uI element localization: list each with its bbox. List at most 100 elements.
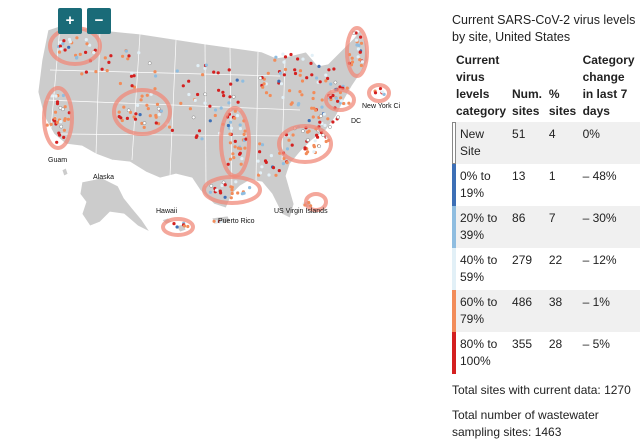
site-dot[interactable] [230,188,234,192]
site-dot[interactable] [314,108,318,112]
site-dot[interactable] [168,125,172,129]
site-dot[interactable] [130,84,134,88]
site-dot[interactable] [281,162,285,166]
site-dot[interactable] [103,56,107,60]
site-dot[interactable] [124,49,128,53]
site-dot[interactable] [290,143,294,147]
site-dot[interactable] [208,119,212,123]
site-dot[interactable] [258,142,262,146]
site-dot[interactable] [326,117,330,121]
site-dot[interactable] [380,90,385,94]
site-dot[interactable] [78,52,82,57]
site-dot[interactable] [285,161,289,165]
site-dot[interactable] [324,79,328,83]
site-dot[interactable] [153,70,157,74]
site-dot[interactable] [231,152,235,156]
site-dot[interactable] [228,157,232,161]
site-dot[interactable] [303,147,307,151]
site-dot[interactable] [234,180,238,184]
site-dot[interactable] [356,47,360,51]
site-dot[interactable] [54,94,58,98]
site-dot[interactable] [175,69,179,73]
site-dot[interactable] [213,113,217,118]
site-dot[interactable] [332,67,336,71]
site-dot[interactable] [179,101,183,105]
site-dot[interactable] [226,123,230,128]
site-dot[interactable] [217,88,221,92]
site-dot[interactable] [216,71,220,75]
site-dot[interactable] [59,120,63,124]
site-dot[interactable] [248,186,252,190]
site-dot[interactable] [268,93,272,98]
site-dot[interactable] [358,58,362,62]
site-dots[interactable] [45,31,386,229]
site-dot[interactable] [258,150,262,154]
site-dot[interactable] [338,85,342,89]
site-dot[interactable] [322,112,326,116]
site-dot[interactable] [359,35,363,39]
site-dot[interactable] [257,173,261,177]
site-dot[interactable] [236,100,240,104]
site-dot[interactable] [181,84,185,88]
site-dot[interactable] [333,80,338,85]
site-dot[interactable] [140,121,144,125]
site-dot[interactable] [55,100,60,104]
site-dot[interactable] [208,104,212,108]
site-dot[interactable] [290,101,294,105]
site-dot[interactable] [57,50,62,54]
site-dot[interactable] [260,143,265,147]
site-dot[interactable] [221,90,225,94]
site-dot[interactable] [293,68,297,72]
site-dot[interactable] [350,60,355,64]
site-dot[interactable] [154,115,158,119]
site-dot[interactable] [188,107,192,111]
site-dot[interactable] [147,61,152,66]
site-dot[interactable] [140,94,144,98]
site-dot[interactable] [203,66,207,70]
site-dot[interactable] [117,110,121,114]
site-dot[interactable] [324,139,328,144]
site-dot[interactable] [49,122,53,126]
site-dot[interactable] [331,120,335,124]
site-dot[interactable] [311,96,315,101]
site-dot[interactable] [196,92,200,97]
site-dot[interactable] [134,112,138,116]
site-dot[interactable] [310,73,314,77]
site-dot[interactable] [317,144,321,148]
site-dot[interactable] [339,96,343,100]
site-dot[interactable] [320,105,324,109]
site-dot[interactable] [227,68,231,72]
site-dot[interactable] [84,38,88,42]
site-dot[interactable] [262,82,266,86]
site-dot[interactable] [84,70,88,74]
site-dot[interactable] [312,150,316,154]
site-dot[interactable] [122,105,126,109]
site-dot[interactable] [244,137,248,141]
site-dot[interactable] [59,124,64,129]
site-dot[interactable] [137,51,141,55]
site-dot[interactable] [142,121,147,125]
site-dot[interactable] [358,50,362,54]
site-dot[interactable] [271,166,276,170]
site-dot[interactable] [118,81,122,86]
site-dot[interactable] [58,106,63,110]
site-dot[interactable] [62,135,66,139]
site-dot[interactable] [307,119,311,123]
site-dot[interactable] [256,159,260,163]
zoom-out-button[interactable]: − [87,8,111,34]
site-dot[interactable] [274,173,278,177]
site-dot[interactable] [129,74,134,78]
site-dot[interactable] [311,115,315,119]
site-dot[interactable] [354,38,359,42]
site-dot[interactable] [296,57,300,61]
site-dot[interactable] [229,196,233,200]
site-dot[interactable] [277,79,281,83]
site-dot[interactable] [63,117,67,121]
site-dot[interactable] [53,116,57,121]
site-dot[interactable] [228,141,232,145]
site-dot[interactable] [100,67,104,71]
site-dot[interactable] [319,114,323,118]
site-dot[interactable] [300,79,305,83]
site-dot[interactable] [329,82,333,86]
site-dot[interactable] [236,191,240,195]
